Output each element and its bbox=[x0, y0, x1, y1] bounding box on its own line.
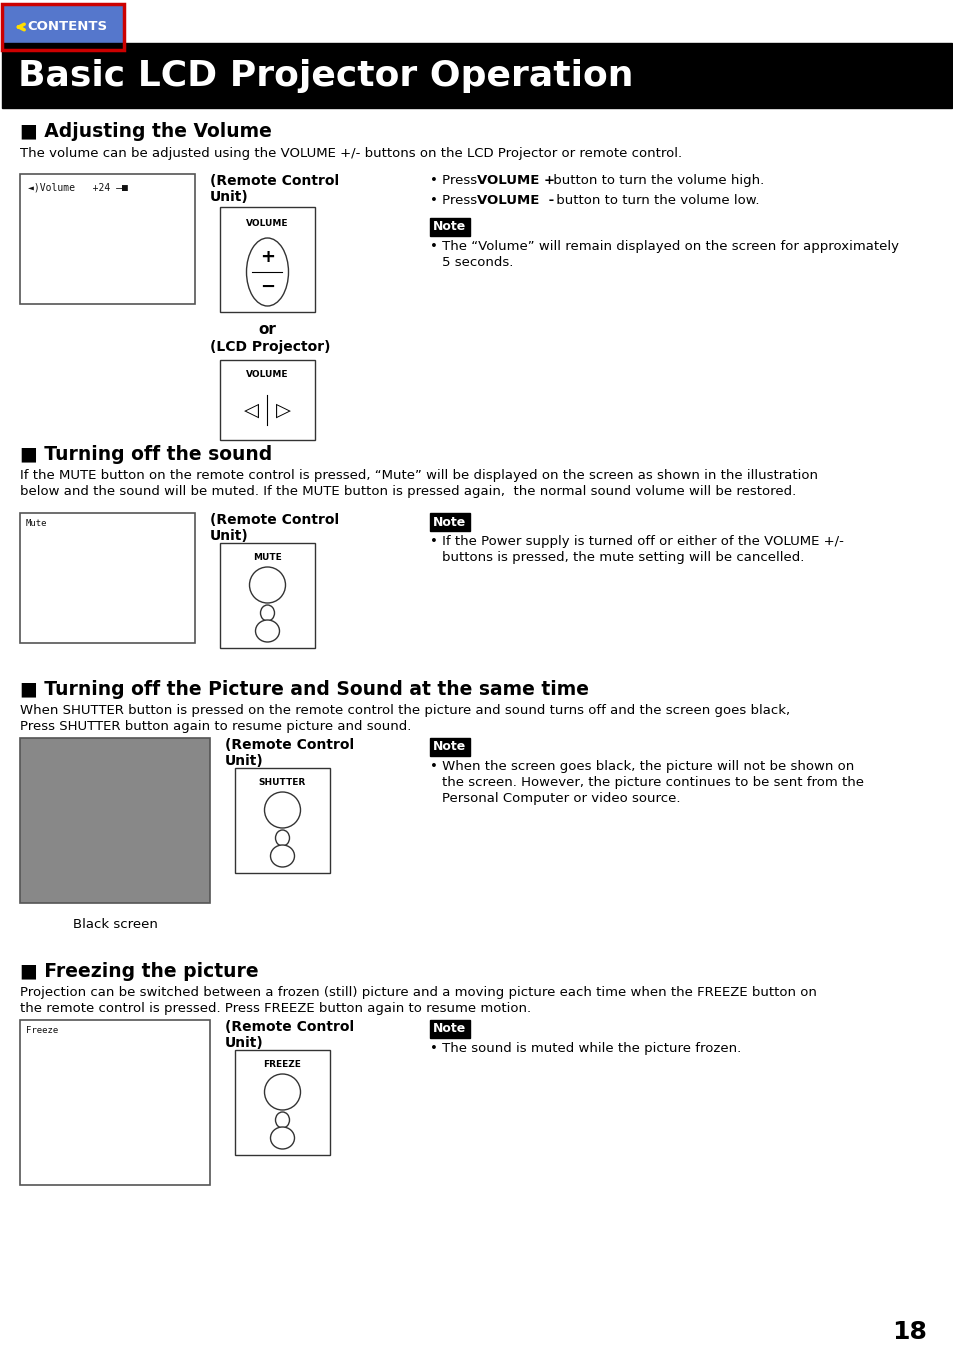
Text: • The sound is muted while the picture frozen.: • The sound is muted while the picture f… bbox=[430, 1042, 740, 1055]
Text: Press SHUTTER button again to resume picture and sound.: Press SHUTTER button again to resume pic… bbox=[20, 720, 411, 734]
Bar bbox=[430, 513, 470, 531]
Bar bbox=[234, 767, 330, 873]
Bar bbox=[430, 1020, 470, 1038]
Text: • When the screen goes black, the picture will not be shown on: • When the screen goes black, the pictur… bbox=[430, 761, 853, 773]
Ellipse shape bbox=[271, 844, 294, 867]
Text: CONTENTS: CONTENTS bbox=[27, 20, 107, 34]
Text: ■ Freezing the picture: ■ Freezing the picture bbox=[20, 962, 258, 981]
Ellipse shape bbox=[275, 830, 289, 846]
Text: buttons is pressed, the mute setting will be cancelled.: buttons is pressed, the mute setting wil… bbox=[441, 551, 803, 563]
Bar bbox=[234, 1050, 330, 1155]
Text: Note: Note bbox=[433, 516, 466, 528]
Text: ■ Turning off the sound: ■ Turning off the sound bbox=[20, 444, 272, 463]
Text: Unit): Unit) bbox=[210, 190, 249, 204]
Text: Freeze: Freeze bbox=[26, 1025, 58, 1035]
Text: VOLUME +: VOLUME + bbox=[476, 174, 555, 186]
Text: ◁: ◁ bbox=[244, 400, 258, 420]
Ellipse shape bbox=[260, 605, 274, 621]
Bar bbox=[220, 207, 314, 312]
Bar bbox=[20, 738, 210, 902]
Text: Black screen: Black screen bbox=[72, 917, 157, 931]
Text: VOLUME  -: VOLUME - bbox=[476, 195, 554, 207]
Ellipse shape bbox=[275, 1112, 289, 1128]
Ellipse shape bbox=[271, 1127, 294, 1148]
Text: Personal Computer or video source.: Personal Computer or video source. bbox=[441, 792, 679, 805]
Bar bbox=[220, 359, 314, 440]
Text: Unit): Unit) bbox=[210, 530, 249, 543]
Text: Projection can be switched between a frozen (still) picture and a moving picture: Projection can be switched between a fro… bbox=[20, 986, 816, 998]
Text: (Remote Control: (Remote Control bbox=[210, 174, 338, 188]
Text: ■ Turning off the Picture and Sound at the same time: ■ Turning off the Picture and Sound at t… bbox=[20, 680, 588, 698]
Text: Unit): Unit) bbox=[225, 1036, 263, 1050]
Bar bbox=[430, 738, 470, 757]
Bar bbox=[20, 174, 194, 304]
Text: Basic LCD Projector Operation: Basic LCD Projector Operation bbox=[18, 59, 633, 93]
Text: Note: Note bbox=[433, 1023, 466, 1035]
Text: ◄)Volume   +24 —■: ◄)Volume +24 —■ bbox=[28, 182, 128, 192]
Text: (Remote Control: (Remote Control bbox=[225, 738, 354, 753]
Bar bbox=[20, 513, 194, 643]
Text: Unit): Unit) bbox=[225, 754, 263, 767]
Circle shape bbox=[264, 1074, 300, 1111]
Text: −: − bbox=[259, 278, 274, 296]
Text: • Press: • Press bbox=[430, 174, 481, 186]
Text: • If the Power supply is turned off or either of the VOLUME +/-: • If the Power supply is turned off or e… bbox=[430, 535, 843, 549]
Bar bbox=[430, 218, 470, 236]
Text: (LCD Projector): (LCD Projector) bbox=[210, 340, 330, 354]
Text: the screen. However, the picture continues to be sent from the: the screen. However, the picture continu… bbox=[441, 775, 863, 789]
Text: +: + bbox=[260, 249, 274, 266]
Text: 18: 18 bbox=[892, 1320, 926, 1344]
Text: • The “Volume” will remain displayed on the screen for approximately: • The “Volume” will remain displayed on … bbox=[430, 240, 898, 253]
Text: Note: Note bbox=[433, 740, 466, 754]
Text: Mute: Mute bbox=[26, 519, 48, 528]
Text: VOLUME: VOLUME bbox=[246, 370, 289, 380]
Circle shape bbox=[250, 567, 285, 603]
Text: button to turn the volume low.: button to turn the volume low. bbox=[552, 195, 759, 207]
Text: When SHUTTER button is pressed on the remote control the picture and sound turns: When SHUTTER button is pressed on the re… bbox=[20, 704, 789, 717]
Text: • Press: • Press bbox=[430, 195, 481, 207]
Bar bbox=[2, 43, 951, 108]
Bar bbox=[20, 1020, 210, 1185]
Text: Note: Note bbox=[433, 220, 466, 234]
Text: The volume can be adjusted using the VOLUME +/- buttons on the LCD Projector or : The volume can be adjusted using the VOL… bbox=[20, 147, 681, 159]
Text: MUTE: MUTE bbox=[253, 553, 281, 562]
Text: 5 seconds.: 5 seconds. bbox=[441, 255, 513, 269]
Text: or: or bbox=[258, 322, 275, 336]
Text: ■ Adjusting the Volume: ■ Adjusting the Volume bbox=[20, 122, 272, 141]
Circle shape bbox=[264, 792, 300, 828]
Text: ▷: ▷ bbox=[275, 400, 291, 420]
Text: SHUTTER: SHUTTER bbox=[258, 778, 306, 788]
Text: (Remote Control: (Remote Control bbox=[225, 1020, 354, 1034]
Bar bbox=[2, 4, 124, 50]
Text: below and the sound will be muted. If the MUTE button is pressed again,  the nor: below and the sound will be muted. If th… bbox=[20, 485, 796, 499]
Text: If the MUTE button on the remote control is pressed, “Mute” will be displayed on: If the MUTE button on the remote control… bbox=[20, 469, 817, 482]
Ellipse shape bbox=[255, 620, 279, 642]
Ellipse shape bbox=[246, 238, 288, 305]
Bar bbox=[2, 4, 124, 50]
Text: button to turn the volume high.: button to turn the volume high. bbox=[548, 174, 763, 186]
Text: VOLUME: VOLUME bbox=[246, 219, 289, 228]
Bar bbox=[220, 543, 314, 648]
Text: the remote control is pressed. Press FREEZE button again to resume motion.: the remote control is pressed. Press FRE… bbox=[20, 1002, 531, 1015]
Text: FREEZE: FREEZE bbox=[263, 1061, 301, 1069]
Text: (Remote Control: (Remote Control bbox=[210, 513, 338, 527]
